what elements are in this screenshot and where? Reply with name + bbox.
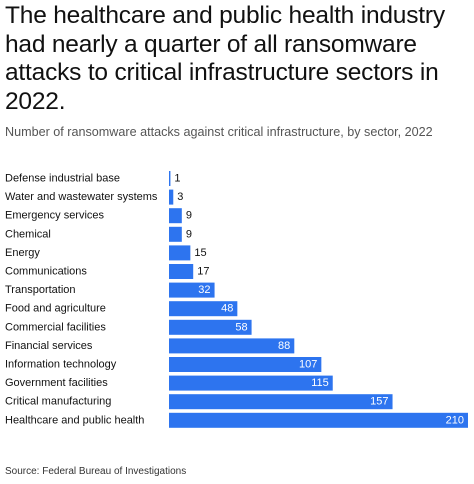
chart-subtitle: Number of ransomware attacks against cri… [5, 125, 433, 139]
value-label-critical-manufacturing: 157 [370, 396, 388, 408]
bar-emergency-services [169, 208, 182, 224]
value-label-food-and-agriculture: 48 [221, 303, 233, 315]
value-label-energy: 15 [194, 247, 206, 259]
bar-information-technology [169, 357, 322, 372]
category-label-critical-manufacturing: Critical manufacturing [5, 396, 111, 408]
category-label-food-and-agriculture: Food and agriculture [5, 303, 106, 315]
bar-water-and-wastewater-systems [169, 189, 174, 205]
value-label-commercial-facilities: 58 [235, 321, 247, 333]
bar-defense-industrial-base [169, 171, 171, 186]
chart-title: The healthcare and public health industr… [5, 2, 445, 115]
source-note: Source: Federal Bureau of Investigations [5, 466, 187, 477]
value-label-defense-industrial-base: 1 [174, 173, 180, 185]
value-label-emergency-services: 9 [186, 210, 192, 222]
category-label-chemical: Chemical [5, 228, 51, 240]
bar-transportation [169, 282, 215, 298]
category-label-commercial-facilities: Commercial facilities [5, 321, 106, 333]
category-label-emergency-services: Emergency services [5, 210, 105, 222]
bar-energy [169, 245, 191, 261]
bar-chemical [169, 226, 182, 242]
category-label-government-facilities: Government facilities [5, 377, 108, 389]
bar-chart: Defense industrial base 1 Water and wastew… [5, 171, 468, 428]
category-label-communications: Communications [5, 266, 87, 278]
value-label-chemical: 9 [186, 228, 192, 240]
bar-healthcare-and-public-health [169, 412, 468, 428]
category-label-water-and-wastewater-systems: Water and wastewater systems [5, 191, 158, 203]
bar-food-and-agriculture [169, 301, 238, 317]
category-label-information-technology: Information technology [5, 359, 117, 371]
category-label-healthcare-and-public-health: Healthcare and public health [5, 414, 144, 426]
bar-commercial-facilities [169, 319, 252, 335]
value-label-financial-services: 88 [278, 340, 290, 352]
category-label-financial-services: Financial services [5, 340, 93, 352]
bar-critical-manufacturing [169, 394, 393, 410]
value-label-healthcare-and-public-health: 210 [446, 414, 464, 426]
category-label-defense-industrial-base: Defense industrial base [5, 173, 120, 185]
bar-financial-services [169, 338, 295, 354]
category-label-transportation: Transportation [5, 284, 76, 296]
bar-communications [169, 264, 194, 279]
value-label-government-facilities: 115 [311, 377, 329, 389]
value-label-transportation: 32 [198, 284, 210, 296]
value-label-information-technology: 107 [299, 359, 317, 371]
category-label-energy: Energy [5, 247, 40, 259]
value-label-water-and-wastewater-systems: 3 [177, 191, 183, 203]
bar-government-facilities [169, 375, 333, 391]
value-label-communications: 17 [197, 266, 209, 278]
